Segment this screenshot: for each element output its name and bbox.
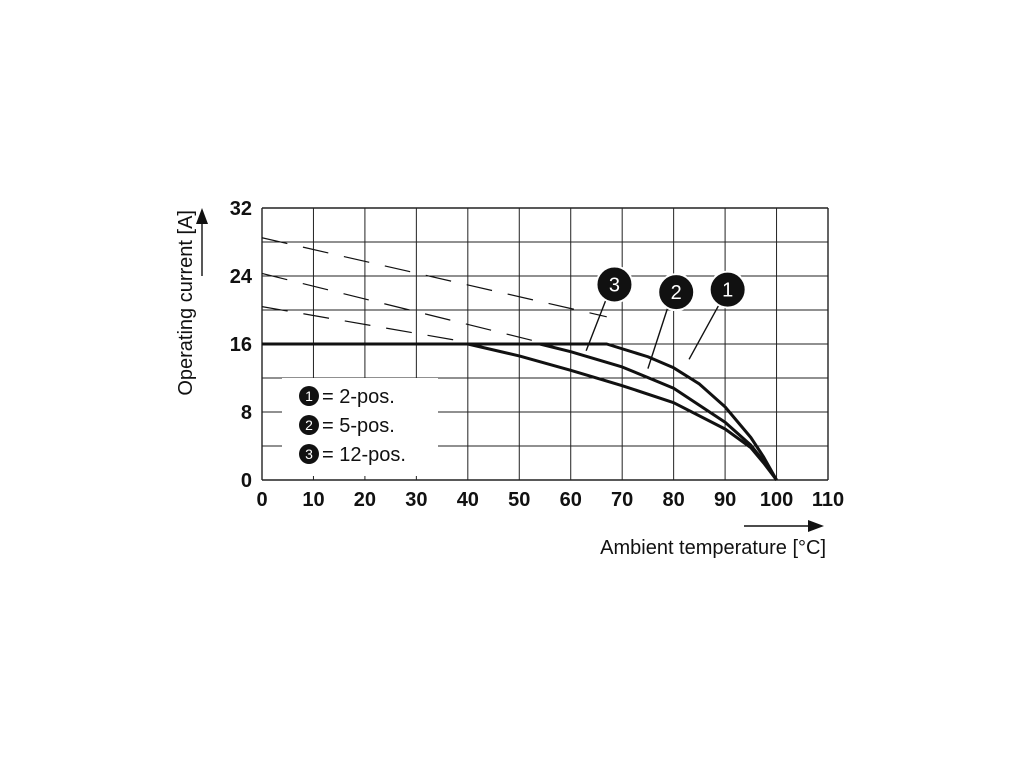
y-tick-label: 0	[241, 470, 252, 492]
legend-badge-number: 3	[305, 446, 313, 462]
y-tick-label: 32	[230, 198, 252, 220]
legend-badge	[299, 444, 319, 464]
x-tick-label: 40	[457, 489, 479, 511]
legend-badge-number: 2	[305, 417, 313, 433]
marker-leader-line	[688, 303, 721, 360]
marker-badge	[708, 270, 747, 309]
x-tick-label: 110	[812, 489, 844, 511]
y-tick-label: 24	[230, 266, 253, 288]
y-axis-arrow	[196, 208, 208, 276]
y-tick-label: 8	[241, 402, 252, 424]
x-axis-label: Ambient temperature [°C]	[600, 537, 826, 559]
x-tick-label: 10	[302, 489, 324, 511]
marker-number: 1	[722, 280, 733, 302]
series-dashed-2	[261, 272, 540, 343]
x-tick-label: 60	[560, 489, 582, 511]
y-tick-label: 16	[230, 334, 252, 356]
legend-entry-label: = 2-pos.	[322, 386, 395, 408]
derating-curves	[262, 342, 778, 481]
x-tick-label: 70	[611, 489, 633, 511]
x-tick-label: 90	[714, 489, 736, 511]
x-tick-label: 50	[508, 489, 530, 511]
legend-badge	[299, 415, 319, 435]
legend-badge	[299, 386, 319, 406]
legend-entry-label: = 12-pos.	[322, 444, 406, 466]
legend-badge-number: 1	[305, 388, 313, 404]
x-tick-label: 100	[760, 489, 793, 511]
marker-leader-line	[585, 298, 608, 352]
marker-badge	[657, 273, 696, 312]
x-tick-label: 30	[405, 489, 427, 511]
series-line-1	[262, 342, 778, 481]
y-axis-label: Operating current [A]	[175, 210, 197, 396]
series-line-3	[262, 342, 778, 481]
extended-curves	[261, 237, 607, 343]
marker-leader-line	[647, 305, 669, 369]
series-dashed-1	[261, 237, 607, 318]
x-tick-label: 0	[256, 489, 267, 511]
legend: 1 = 2-pos. 2 = 5-pos. 3 = 12-pos.	[282, 378, 438, 476]
x-tick-label: 20	[354, 489, 376, 511]
x-tick-label: 80	[663, 489, 685, 511]
marker-number: 2	[671, 282, 682, 304]
marker-number: 3	[609, 275, 620, 297]
curve-markers: 1 2 3	[585, 265, 747, 369]
legend-entry-label: = 5-pos.	[322, 415, 395, 437]
series-dashed-3	[261, 306, 468, 343]
marker-badge	[595, 265, 634, 304]
x-axis-arrow	[744, 520, 824, 532]
